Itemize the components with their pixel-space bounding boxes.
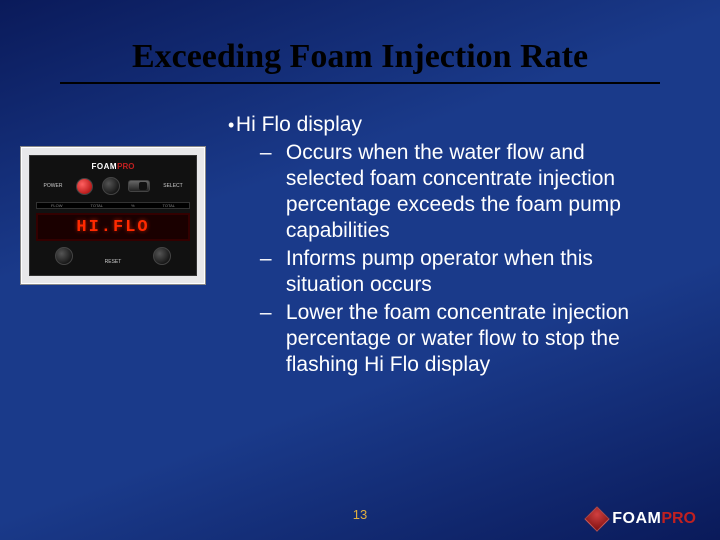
dash-icon: – — [260, 300, 286, 378]
device-brand-pro: PRO — [117, 162, 134, 171]
bullet-row: • Hi Flo display – Occurs when the water… — [224, 112, 700, 378]
bottom-button-left-icon — [55, 247, 73, 265]
toggle-switch-icon — [128, 180, 150, 192]
strip-label: % — [131, 203, 135, 208]
sub-bullet-list: – Occurs when the water flow and selecte… — [236, 140, 700, 378]
sub-bullet-row: – Occurs when the water flow and selecte… — [260, 140, 700, 244]
content-area: FOAM PRO POWER SELECT FLOW TOTAL % TOTAL… — [0, 84, 720, 378]
slide-title: Exceeding Foam Injection Rate — [60, 0, 660, 84]
device-bottom-row: RESET — [36, 241, 190, 265]
sub-bullet-text: Occurs when the water flow and selected … — [286, 140, 700, 244]
device-brand: FOAM PRO — [36, 162, 190, 171]
sub-bullet-row: – Lower the foam concentrate injection p… — [260, 300, 700, 378]
text-column: • Hi Flo display – Occurs when the water… — [220, 112, 700, 378]
device-top-row: POWER SELECT — [36, 175, 190, 199]
sub-bullet-row: – Informs pump operator when this situat… — [260, 246, 700, 298]
dash-icon: – — [260, 246, 286, 298]
select-label: SELECT — [158, 183, 188, 189]
logo-foam-text: FOAM — [612, 510, 661, 528]
strip-label: FLOW — [51, 203, 63, 208]
sub-bullet-text: Informs pump operator when this situatio… — [286, 246, 700, 298]
device-column: FOAM PRO POWER SELECT FLOW TOTAL % TOTAL… — [20, 112, 220, 378]
footer-logo: FOAM PRO — [588, 510, 696, 528]
strip-label: TOTAL — [90, 203, 103, 208]
bullet-dot-icon: • — [224, 112, 236, 378]
bullet-body: Hi Flo display – Occurs when the water f… — [236, 112, 700, 378]
mode-strip: FLOW TOTAL % TOTAL — [36, 202, 190, 209]
device-panel: FOAM PRO POWER SELECT FLOW TOTAL % TOTAL… — [29, 155, 197, 276]
red-button-icon — [76, 178, 93, 195]
bottom-button-right-icon — [153, 247, 171, 265]
dash-icon: – — [260, 140, 286, 244]
device-brand-foam: FOAM — [92, 162, 118, 171]
bullet-heading: Hi Flo display — [236, 112, 700, 138]
black-button-icon — [102, 177, 120, 195]
logo-diamond-icon — [584, 506, 609, 531]
reset-label: RESET — [98, 259, 128, 265]
power-label: POWER — [38, 183, 68, 189]
sub-bullet-text: Lower the foam concentrate injection per… — [286, 300, 700, 378]
lcd-display: HI.FLO — [36, 213, 190, 241]
device-illustration: FOAM PRO POWER SELECT FLOW TOTAL % TOTAL… — [20, 146, 206, 285]
strip-label: TOTAL — [162, 203, 175, 208]
logo-pro-text: PRO — [661, 510, 696, 528]
